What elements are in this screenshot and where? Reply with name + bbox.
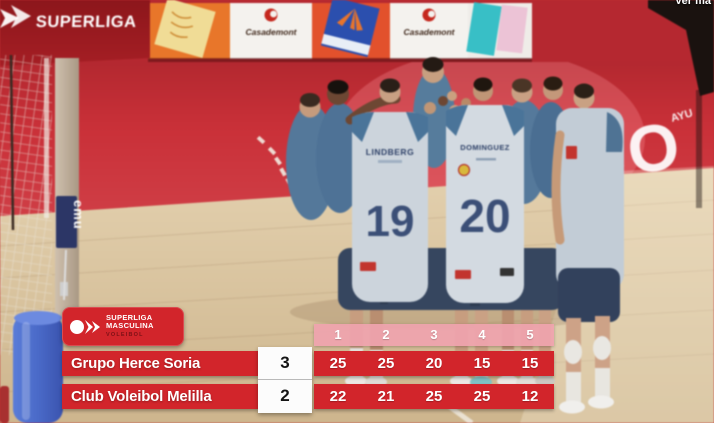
jersey-number-19: 19	[366, 197, 415, 246]
jersey-number-20: 20	[459, 190, 510, 242]
set-column-header: 1	[334, 327, 342, 342]
banner-title: SUPERLIGA	[35, 13, 137, 31]
superliga-banner: SUPERLIGA	[0, 0, 150, 66]
scoreboard-logo-line1: SUPERLIGA	[106, 313, 153, 322]
player-right	[551, 83, 624, 414]
set-score-cell: 20	[425, 355, 443, 372]
team-name-home: Grupo Herce Soria	[62, 351, 258, 376]
post-brand-label: emu	[71, 200, 86, 230]
set-score-cell: 22	[329, 388, 347, 405]
set-column-header: 5	[526, 327, 534, 342]
set-score-cell: 15	[521, 355, 539, 372]
set-score-cell: 25	[377, 355, 395, 372]
floor-arc-text: AYU	[670, 107, 695, 125]
net-edge-tape	[44, 58, 49, 218]
sets-won-home: 3	[280, 353, 290, 372]
federation-logo-icon	[0, 9, 19, 28]
casademont-wordmark: Casademont	[245, 27, 297, 37]
set-score-cell: 12	[521, 388, 539, 405]
net-antenna	[9, 54, 15, 231]
dark-corner	[648, 0, 714, 208]
set-column-header: 4	[478, 327, 486, 342]
set-column-header: 3	[430, 327, 438, 342]
set-score-cell: 15	[473, 355, 491, 372]
jersey-name-lindberg: LINDBERG	[366, 147, 414, 157]
casademont-wordmark: Casademont	[403, 27, 455, 37]
team-name-away: Club Voleibol Melilla	[62, 384, 258, 409]
set-score-cell: 25	[425, 388, 443, 405]
jersey-19: LINDBERG 19	[352, 78, 428, 302]
set-scores-home: 25 25 20 15 15	[314, 351, 554, 376]
post-padding-blue	[13, 311, 63, 423]
watch-later-button[interactable]: Ver ma	[674, 0, 711, 7]
scoreboard-logo: SUPERLIGA MASCULINA VOLEIBOL	[62, 307, 184, 346]
set-scores-away: 22 21 25 25 12	[314, 384, 554, 409]
set-score-cell: 21	[377, 388, 395, 405]
set-number-header: 1 2 3 4 5	[314, 324, 554, 346]
ad-board-orange	[148, 0, 230, 59]
scoreboard-logo-line2: MASCULINA	[106, 321, 154, 330]
set-column-header: 2	[382, 327, 390, 342]
scoreboard-logo-line3: VOLEIBOL	[106, 332, 144, 338]
ad-board-casademont-1: Casademont	[230, 3, 312, 59]
sets-won-away: 2	[258, 379, 312, 412]
jersey-20: DOMINGUEZ 20	[446, 105, 524, 303]
board-bottom-edge	[148, 58, 532, 62]
ad-board-red-poster	[312, 0, 390, 59]
ad-board-teal-pink	[466, 2, 532, 59]
jersey-name-dominguez: DOMINGUEZ	[460, 143, 509, 152]
volleyball-net	[0, 55, 52, 355]
federation-ball-icon	[70, 319, 100, 334]
floor-red-object	[0, 386, 9, 423]
ad-board-casademont-2: Casademont	[390, 3, 468, 59]
net-post: emu	[55, 58, 86, 318]
sets-won-column: 3 2	[258, 347, 312, 413]
set-score-cell: 25	[329, 355, 347, 372]
set-score-cell: 25	[473, 388, 491, 405]
